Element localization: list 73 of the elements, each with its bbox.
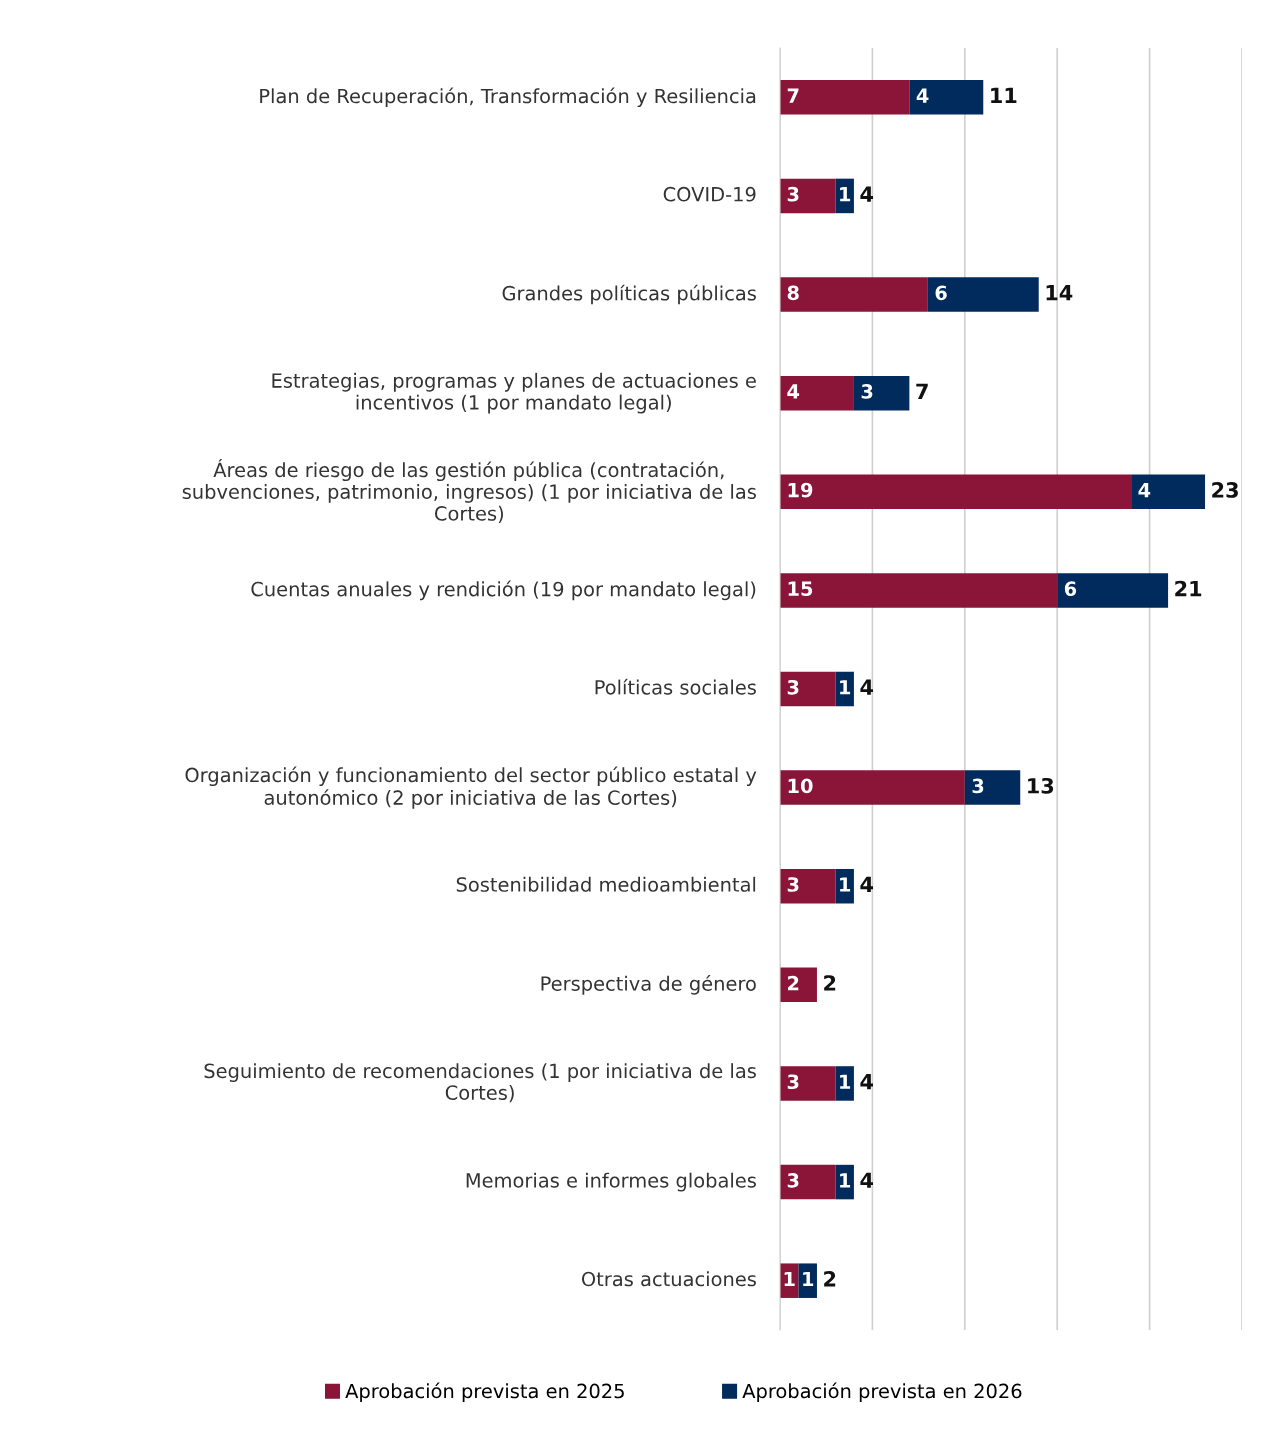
y-tick-label: Sostenibilidad medioambiental [456,876,756,892]
data-label: 1 [840,877,851,892]
bar [853,375,910,411]
y-tick-label: Áreas de riesgo de las gestión pública (contratación, subvenciones, patrimonio, ingresos) (1 por iniciativa de las Cortes) [182,458,756,524]
data-label: 7 [787,88,799,103]
y-tick-label: Organización y funcionamiento del sector público estatal y autonómico (2 por iniciativa de las Cortes) [185,766,757,809]
total-label: 2 [824,975,836,991]
bar [780,80,910,115]
total-label: 21 [1175,580,1202,597]
y-tick-label: Políticas sociales [595,678,756,695]
data-label: 19 [788,482,813,498]
bar [780,770,965,805]
y-tick-label: Cuentas anuales y rendición (19 por mandato legal) [251,580,756,601]
y-tick-label: Grandes políticas públicas [502,284,756,305]
y-tick-label: Perspectiva de género [541,975,756,995]
data-label: 1 [840,1173,851,1188]
total-label: 4 [860,1074,873,1090]
data-label: 3 [787,877,799,892]
bar [1131,474,1206,510]
bar [964,770,1021,805]
total-label: 4 [860,186,873,202]
total-label: 4 [860,679,873,695]
total-label: 4 [860,1172,873,1188]
data-label: 10 [788,778,813,794]
bar [927,277,1039,312]
data-label: 3 [972,778,984,794]
y-tick-label: COVID-19 [663,186,756,202]
data-label: 3 [787,186,799,202]
data-label: 4 [787,384,800,399]
data-label: 3 [787,1074,799,1090]
data-label: 4 [1138,482,1151,498]
data-label: 8 [787,285,799,301]
data-label: 3 [787,679,799,695]
bar [798,1263,817,1298]
total-label: 7 [916,383,928,399]
bar [780,277,928,312]
y-tick-label: Seguimiento de recomendaciones (1 por iniciativa de las Cortes) [204,1063,756,1103]
bar [780,967,817,1003]
data-label: 6 [935,285,947,301]
data-label: 4 [916,88,929,103]
bar [835,1066,854,1101]
total-label: 4 [860,876,873,892]
total-label: 2 [824,1270,836,1287]
total-label: 13 [1028,777,1054,794]
bar [1057,573,1169,608]
bar [780,1066,836,1101]
y-tick-label: Estrategias, programas y planes de actuaciones e incentivos (1 por mandato legal) [272,372,756,414]
bar [780,474,1132,510]
data-label: 1 [840,680,851,695]
y-tick-label: Otras actuaciones [581,1271,756,1287]
data-label: 3 [787,1173,799,1188]
data-label: 3 [861,384,873,399]
y-tick-label: Plan de Recuperación, Transformación y Resiliencia [260,87,756,108]
bar [909,80,984,115]
bar [780,375,854,411]
legend-label: Aprobación prevista en 2025 [345,1382,624,1403]
total-label: 14 [1046,285,1073,301]
total-label: 11 [991,87,1017,104]
bar [780,573,1058,608]
data-label: 1 [784,1271,795,1287]
total-label: 23 [1212,482,1238,498]
data-label: 15 [788,581,813,597]
data-label: 6 [1064,581,1077,597]
data-label: 1 [803,1271,814,1287]
bar [780,178,836,214]
y-tick-label: Memorias e informes globales [466,1172,756,1192]
data-label: 1 [840,187,851,202]
data-label: 2 [788,975,799,991]
bar [780,1164,836,1200]
data-label: 1 [840,1074,851,1089]
legend-label: Aprobación prevista en 2026 [742,1382,1022,1403]
bar [780,671,836,707]
bar [780,868,836,904]
